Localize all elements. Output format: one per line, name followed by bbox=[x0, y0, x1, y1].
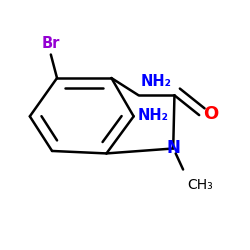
Text: N: N bbox=[166, 140, 180, 158]
Text: NH₂: NH₂ bbox=[138, 108, 169, 122]
Text: Br: Br bbox=[41, 36, 60, 51]
Text: NH₂: NH₂ bbox=[141, 74, 172, 89]
Text: CH₃: CH₃ bbox=[187, 178, 212, 192]
Text: O: O bbox=[203, 105, 218, 123]
